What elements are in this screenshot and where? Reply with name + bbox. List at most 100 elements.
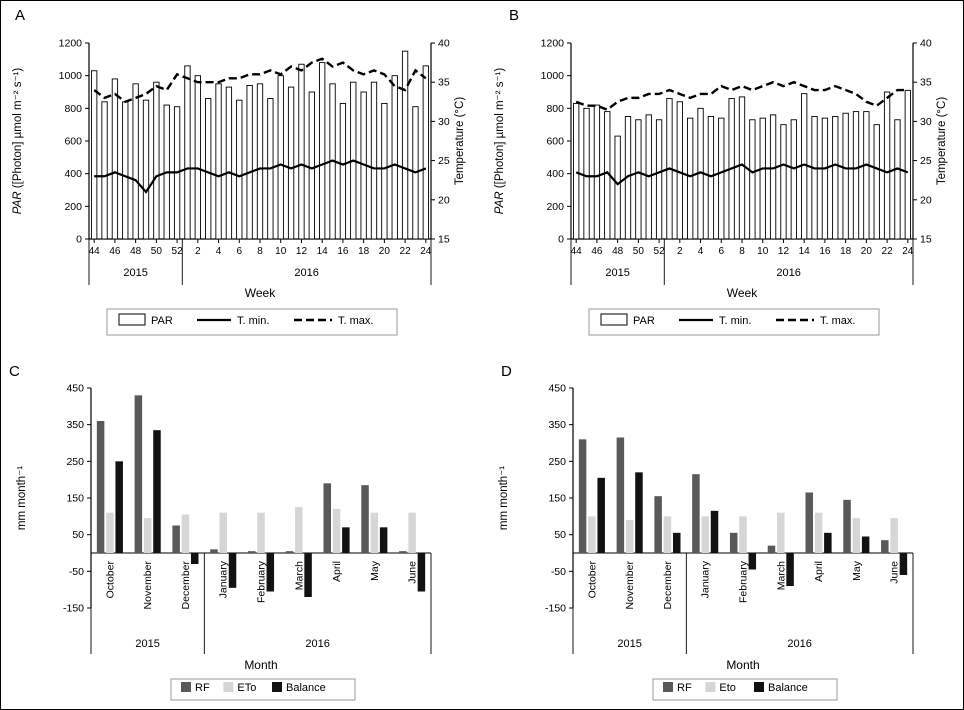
bar-rf bbox=[616, 437, 625, 553]
bar-eto bbox=[814, 512, 823, 553]
y-tick-label: 250 bbox=[66, 456, 84, 468]
legend-label: RF bbox=[677, 682, 692, 694]
month-label: March bbox=[775, 561, 787, 590]
legend-swatch-balance bbox=[272, 682, 282, 692]
bar-eto bbox=[332, 509, 341, 553]
y-axis-title: mm month⁻¹ bbox=[16, 466, 28, 530]
par-bar bbox=[707, 116, 715, 240]
par-bar bbox=[614, 135, 621, 240]
month-label: October bbox=[104, 561, 116, 599]
legend-label: T. min. bbox=[719, 315, 751, 327]
x-tick-label: 48 bbox=[612, 246, 624, 257]
x-tick-label: 6 bbox=[236, 246, 242, 257]
par-bar bbox=[842, 112, 849, 240]
x-axis-title: Month bbox=[244, 658, 277, 672]
bar-balance bbox=[710, 510, 719, 553]
y-right-tick-label: 30 bbox=[920, 116, 932, 128]
panel-c-chart: -150 -50 50 150 250 350 450 October November Dece… bbox=[16, 383, 432, 701]
par-bar bbox=[339, 102, 347, 240]
bar-eto bbox=[106, 512, 114, 553]
y-right-tick-label: 25 bbox=[438, 155, 450, 167]
x-axis-title: Week bbox=[727, 286, 758, 300]
par-bar bbox=[122, 101, 129, 240]
y-tick-label: -150 bbox=[545, 603, 566, 615]
par-bar bbox=[91, 70, 98, 240]
year-label: 2016 bbox=[294, 267, 318, 279]
y-left-tick-label: 200 bbox=[64, 201, 82, 213]
bar-eto bbox=[739, 516, 747, 553]
y-tick-label: 150 bbox=[66, 493, 84, 505]
bar-eto bbox=[181, 514, 190, 553]
x-tick-label: 14 bbox=[317, 246, 329, 257]
legend-box bbox=[652, 678, 838, 701]
par-bar bbox=[401, 50, 409, 240]
y-tick-label: 450 bbox=[66, 383, 84, 395]
bar-eto bbox=[625, 520, 634, 553]
x-tick-label: 48 bbox=[130, 246, 142, 257]
par-bar bbox=[308, 91, 315, 240]
x-tick-label: 52 bbox=[654, 246, 666, 257]
bar-rf bbox=[654, 496, 662, 553]
par-bar bbox=[205, 98, 212, 240]
par-bar bbox=[883, 91, 891, 240]
x-tick-label: 46 bbox=[109, 246, 121, 257]
y-left-tick-label: 0 bbox=[76, 234, 82, 246]
bar-balance bbox=[861, 536, 870, 553]
bar-balance bbox=[672, 532, 681, 553]
x-tick-label: 44 bbox=[571, 246, 583, 257]
par-bar bbox=[718, 117, 725, 240]
par-bar bbox=[370, 81, 378, 240]
month-label: January bbox=[700, 560, 712, 598]
x-tick-label: 4 bbox=[216, 246, 222, 257]
month-label: December bbox=[180, 560, 192, 609]
x-tick-label: 20 bbox=[861, 246, 873, 257]
legend-label: ETo bbox=[237, 682, 256, 694]
x-tick-label: 50 bbox=[633, 246, 645, 257]
x-tick-label: 46 bbox=[591, 246, 603, 257]
month-label: December bbox=[662, 560, 674, 609]
legend-label: Balance bbox=[768, 682, 808, 694]
year-label: 2015 bbox=[123, 267, 147, 279]
y-left-tick-label: 0 bbox=[558, 234, 564, 246]
par-bar bbox=[769, 114, 777, 240]
par-bar bbox=[655, 119, 663, 240]
month-label: February bbox=[256, 560, 268, 603]
y-left-tick-label: 600 bbox=[64, 136, 82, 148]
x-axis-title: Week bbox=[245, 286, 276, 300]
legend-swatch-eto bbox=[705, 682, 716, 692]
y-axis-title-left: PAR ([Photon] µmol m⁻² s⁻¹) bbox=[494, 68, 506, 215]
par-bar bbox=[894, 119, 901, 240]
par-bar bbox=[904, 89, 911, 240]
year-label: 2015 bbox=[617, 638, 641, 650]
bar-eto bbox=[408, 512, 416, 553]
y-tick-label: -50 bbox=[551, 566, 566, 578]
y-tick-label: 250 bbox=[548, 456, 566, 468]
y-tick-label: 50 bbox=[72, 529, 84, 541]
bar-balance bbox=[635, 472, 643, 553]
y-axis-title-right: Temperature (°C) bbox=[936, 97, 948, 185]
y-tick-label: 350 bbox=[548, 419, 566, 431]
bar-eto bbox=[143, 518, 152, 553]
x-tick-label: 18 bbox=[358, 246, 370, 257]
y-right-tick-label: 15 bbox=[438, 234, 450, 246]
legend-swatch-rf bbox=[663, 682, 673, 692]
par-bar bbox=[593, 104, 601, 240]
month-label: March bbox=[293, 561, 305, 590]
temperature-line-Tmin bbox=[94, 159, 427, 194]
par-bar bbox=[184, 65, 191, 240]
par-bar bbox=[676, 101, 683, 240]
year-label: 2015 bbox=[135, 638, 159, 650]
y-axis-title: mm month⁻¹ bbox=[498, 466, 510, 530]
bar-eto bbox=[701, 516, 709, 553]
par-bar bbox=[287, 86, 295, 240]
bar-eto bbox=[852, 518, 861, 553]
bar-balance bbox=[115, 461, 123, 553]
panel-letter-a: A bbox=[15, 7, 26, 24]
month-label: April bbox=[813, 561, 825, 582]
par-bar bbox=[194, 75, 201, 240]
bar-balance bbox=[379, 527, 388, 553]
x-tick-label: 12 bbox=[296, 246, 308, 257]
legend-box bbox=[170, 678, 356, 701]
bar-rf bbox=[578, 439, 587, 553]
